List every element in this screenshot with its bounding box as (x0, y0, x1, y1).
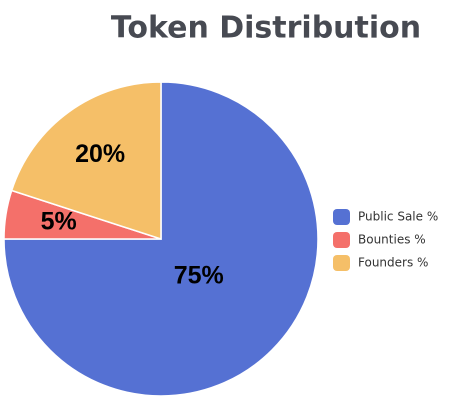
legend-swatch (333, 255, 350, 271)
value-labels: 75% 5% 20% (41, 140, 224, 290)
legend-swatch (333, 209, 350, 225)
value-label: 20% (75, 140, 125, 168)
legend-label: Public Sale % (358, 210, 438, 224)
pie-slice (3, 81, 319, 397)
chart-title: Token Distribution (111, 11, 421, 46)
legend-label: Founders % (358, 256, 428, 270)
legend: Public Sale % Bounties % Founders % (333, 209, 438, 271)
legend-label: Bounties % (358, 233, 426, 247)
legend-swatch (333, 232, 350, 248)
value-label: 5% (41, 207, 77, 235)
pie-slice (10, 81, 162, 241)
value-label: 75% (174, 261, 224, 289)
pie (3, 81, 319, 397)
